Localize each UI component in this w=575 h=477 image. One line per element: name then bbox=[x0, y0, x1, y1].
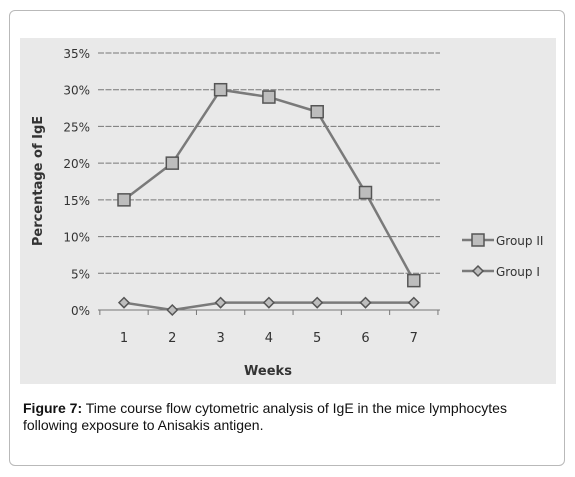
y-tick-label: 10% bbox=[63, 231, 90, 245]
data-point-0-1 bbox=[165, 156, 180, 170]
legend-label-0: Group II bbox=[496, 234, 543, 248]
x-tick-label: 2 bbox=[168, 331, 176, 346]
chart-panel: 0% 5% 10% 15% 20% 25% 30% 35% 1 2 3 4 5 6 7 Weeks Percen… bbox=[20, 38, 556, 384]
data-point-1-3 bbox=[262, 296, 275, 309]
y-axis-label: Percentage of IgE bbox=[31, 116, 46, 246]
data-point-1-0 bbox=[117, 296, 131, 309]
data-point-0-6 bbox=[407, 273, 421, 288]
y-tick-label: 35% bbox=[63, 47, 90, 61]
line-chart: 0% 5% 10% 15% 20% 25% 30% 35% 1 2 3 4 5 6 7 Weeks Percen… bbox=[31, 47, 543, 379]
data-point-0-3 bbox=[262, 90, 276, 104]
data-point-0-5 bbox=[358, 185, 373, 200]
caption-label: Figure 7: bbox=[23, 400, 83, 416]
y-tick-label: 5% bbox=[71, 267, 90, 281]
x-tick-label: 5 bbox=[313, 331, 321, 346]
x-tick-label: 3 bbox=[216, 331, 224, 346]
data-point-0-4 bbox=[310, 104, 324, 119]
y-tick-label: 30% bbox=[63, 84, 90, 98]
x-tick-label: 7 bbox=[410, 331, 418, 346]
x-axis-label: Weeks bbox=[244, 364, 292, 379]
y-tick-label: 20% bbox=[63, 157, 90, 171]
data-point-1-6 bbox=[407, 296, 420, 309]
data-point-1-5 bbox=[359, 296, 372, 309]
legend-label-1: Group I bbox=[496, 265, 540, 279]
y-tick-label: 0% bbox=[71, 304, 90, 318]
x-tick-label: 4 bbox=[265, 331, 273, 346]
data-point-0-0 bbox=[117, 193, 131, 207]
x-tick-label: 1 bbox=[120, 331, 128, 346]
x-tick-label: 6 bbox=[361, 331, 369, 346]
legend-marker-1 bbox=[471, 264, 485, 278]
data-point-1-2 bbox=[214, 296, 227, 309]
y-tick-label: 15% bbox=[63, 194, 90, 208]
figure-caption: Figure 7: Time course flow cytometric an… bbox=[23, 400, 553, 434]
data-point-1-4 bbox=[311, 296, 324, 309]
caption-text: Time course flow cytometric analysis of … bbox=[23, 400, 507, 433]
data-point-1-1 bbox=[166, 303, 179, 317]
y-tick-label: 25% bbox=[63, 120, 90, 134]
legend-marker-0 bbox=[471, 233, 485, 247]
series-line-0 bbox=[123, 88, 415, 282]
data-point-0-2 bbox=[213, 82, 228, 97]
